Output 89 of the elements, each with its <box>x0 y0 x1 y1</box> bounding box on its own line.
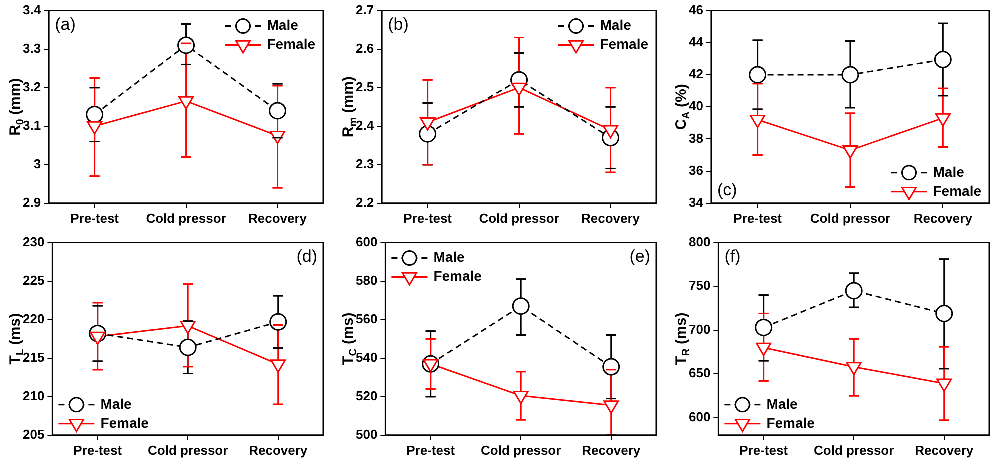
y-tick-label: 38 <box>688 130 704 146</box>
y-tick-label: 42 <box>688 66 704 82</box>
point <box>756 342 772 356</box>
x-tick-label: Recovery <box>914 210 974 226</box>
x-tick-label: Pre-test <box>740 442 789 458</box>
y-tick-label: 750 <box>688 278 711 294</box>
x-tick-label: Recovery <box>915 442 974 458</box>
legend-label: Male <box>267 17 299 34</box>
annotation: (b) <box>388 14 409 34</box>
x-tick-label: Recovery <box>581 210 641 226</box>
legend-label: Male <box>434 249 466 266</box>
point <box>178 36 196 54</box>
y-tick-label: 2.3 <box>356 156 374 172</box>
y-tick-label: 3 <box>34 156 42 172</box>
point <box>750 114 766 128</box>
annotation: (a) <box>55 14 76 34</box>
point <box>845 282 863 300</box>
point <box>87 121 103 135</box>
x-tick-label: Pre-test <box>734 210 783 226</box>
y-tick-label: 600 <box>356 234 378 250</box>
y-tick-label: 36 <box>688 162 704 178</box>
point <box>846 362 862 376</box>
y-tick-label: 3.1 <box>22 118 42 133</box>
x-tick-label: Pre-test <box>406 442 456 458</box>
point <box>755 318 773 336</box>
legend-label: Male <box>766 396 798 412</box>
y-tick-label: 44 <box>688 34 704 50</box>
point <box>936 378 952 392</box>
x-tick-label: Pre-test <box>404 210 453 226</box>
y-tick-label: 2.5 <box>356 79 374 94</box>
point <box>512 298 530 316</box>
legend-label: Female <box>267 36 316 52</box>
legend-label: Male <box>100 396 132 412</box>
y-tick-label: 650 <box>688 366 711 381</box>
point <box>936 304 954 322</box>
y-tick-label: 210 <box>22 388 45 404</box>
legend-label: Female <box>100 414 150 431</box>
legend-label: Female <box>933 182 982 199</box>
legend-label: Male <box>600 17 632 34</box>
x-tick-label: Cold pressor <box>146 210 226 226</box>
y-tick-label: 205 <box>22 426 45 442</box>
x-tick-label: Cold pressor <box>479 210 560 226</box>
y-tick-label: 560 <box>356 311 378 326</box>
point <box>934 51 952 69</box>
x-tick-label: Pre-test <box>74 442 123 458</box>
point <box>423 359 439 373</box>
x-tick-label: Recovery <box>248 210 308 226</box>
point <box>842 145 858 159</box>
y-tick-label: 600 <box>688 409 711 424</box>
y-tick-label: 40 <box>688 98 704 114</box>
legend-label: Female <box>434 268 482 284</box>
x-tick-label: Recovery <box>249 442 308 458</box>
x-tick-label: Recovery <box>582 442 642 458</box>
y-tick-label: 800 <box>688 234 711 250</box>
x-tick-label: Cold pressor <box>810 210 891 226</box>
point <box>178 96 194 110</box>
x-tick-label: Cold pressor <box>481 442 562 458</box>
legend-label: Female <box>766 414 816 431</box>
y-tick-label: 2.4 <box>356 118 375 133</box>
y-tick-label: 3.4 <box>22 2 42 18</box>
point <box>935 113 951 127</box>
legend-label: Male <box>933 164 965 180</box>
y-tick-label: 2.2 <box>356 194 374 210</box>
y-tick-label: 220 <box>22 311 45 326</box>
annotation: (f) <box>724 246 741 266</box>
point <box>842 66 860 84</box>
x-tick-label: Cold pressor <box>148 442 228 458</box>
y-tick-label: 580 <box>356 272 378 288</box>
y-tick-label: 2.6 <box>356 40 374 56</box>
annotation: (c) <box>717 180 738 200</box>
y-tick-label: 500 <box>356 426 378 442</box>
point <box>269 102 287 120</box>
annotation: (d) <box>296 246 318 266</box>
x-tick-label: Pre-test <box>70 210 120 226</box>
y-tick-label: 46 <box>688 2 704 18</box>
annotation: (e) <box>630 246 650 266</box>
y-tick-label: 3.2 <box>22 79 42 94</box>
y-tick-label: 230 <box>22 234 45 250</box>
y-tick-label: 520 <box>356 388 378 404</box>
x-tick-label: Cold pressor <box>814 442 894 458</box>
point <box>604 400 620 414</box>
legend-label: Female <box>600 36 649 52</box>
y-tick-label: 2.7 <box>356 2 374 18</box>
y-tick-label: 225 <box>22 272 45 288</box>
point <box>602 358 620 376</box>
y-tick-label: 3.3 <box>22 40 42 56</box>
y-tick-label: 2.9 <box>22 194 42 210</box>
y-tick-label: 34 <box>688 194 704 210</box>
point <box>513 390 529 404</box>
